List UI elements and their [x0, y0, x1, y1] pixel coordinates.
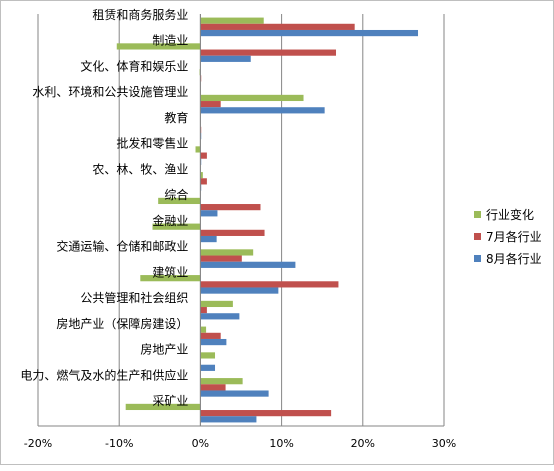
category-label: 制造业: [152, 34, 188, 48]
bar-july: [200, 178, 206, 184]
bar-change: [200, 301, 232, 307]
x-tick-label: 0%: [192, 437, 209, 450]
legend-label: 7月各行业: [486, 229, 542, 244]
category-label: 交通运输、仓储和邮政业: [56, 239, 188, 254]
category-label: 建筑业: [152, 264, 188, 279]
bar-august: [200, 236, 216, 242]
bar-change: [200, 249, 253, 255]
legend-label: 8月各行业: [486, 251, 542, 266]
category-label: 农、林、牧、渔业: [92, 162, 188, 176]
bar-july: [200, 153, 206, 159]
bar-july: [200, 101, 220, 107]
legend-swatch: [474, 255, 481, 262]
bar-august: [200, 210, 217, 216]
bar-july: [200, 204, 260, 210]
bar-july: [200, 230, 264, 236]
bar-august: [200, 313, 239, 319]
legend: 行业变化 7月各行业 8月各行业: [474, 207, 542, 266]
gridlines: [38, 14, 444, 426]
x-tick-label: 30%: [432, 437, 456, 450]
bar-change: [200, 95, 303, 101]
bar-july: [200, 256, 241, 262]
bar-august: [200, 30, 418, 36]
legend-swatch: [474, 211, 481, 218]
legend-label: 行业变化: [486, 207, 534, 222]
legend-swatch: [474, 233, 481, 240]
x-tick-label: -20%: [24, 437, 52, 450]
category-label: 金融业: [152, 213, 188, 228]
bar-change: [200, 327, 206, 333]
x-tick-label: 10%: [269, 437, 293, 450]
bar-july: [200, 281, 338, 287]
bar-august: [200, 416, 256, 422]
bar-change: [200, 352, 215, 358]
bar-august: [200, 287, 278, 293]
category-label: 文化、体育和娱乐业: [80, 58, 188, 73]
bar-august: [200, 339, 226, 345]
bar-august: [200, 107, 324, 113]
bar-july: [200, 24, 354, 30]
x-tick-label: 20%: [351, 437, 375, 450]
bar-july: [200, 410, 331, 416]
category-label: 租赁和商务服务业: [92, 7, 188, 22]
category-labels: 租赁和商务服务业制造业文化、体育和娱乐业水利、环境和公共设施管理业教育批发和零售…: [20, 7, 188, 408]
bar-august: [200, 56, 250, 62]
bar-july: [200, 384, 225, 390]
category-label: 水利、环境和公共设施管理业: [32, 84, 188, 99]
bar-change: [200, 18, 263, 24]
bar-change: [196, 146, 201, 152]
bar-august: [200, 390, 268, 396]
category-label: 电力、燃气及水的生产和供应业: [20, 367, 188, 382]
x-tick-label: -10%: [105, 437, 133, 450]
category-label: 采矿业: [152, 394, 188, 408]
category-label: 房地产业（保障房建设）: [56, 316, 188, 331]
category-label: 房地产业: [140, 342, 188, 357]
bar-august: [200, 365, 215, 371]
category-label: 教育: [164, 110, 188, 125]
bar-august: [200, 262, 295, 268]
bar-july: [200, 307, 206, 313]
category-label: 综合: [164, 187, 188, 202]
bar-july: [200, 333, 220, 339]
category-label: 公共管理和社会组织: [80, 290, 188, 305]
bar-july: [200, 50, 336, 56]
category-label: 批发和零售业: [116, 136, 188, 151]
bar-change: [200, 378, 242, 384]
